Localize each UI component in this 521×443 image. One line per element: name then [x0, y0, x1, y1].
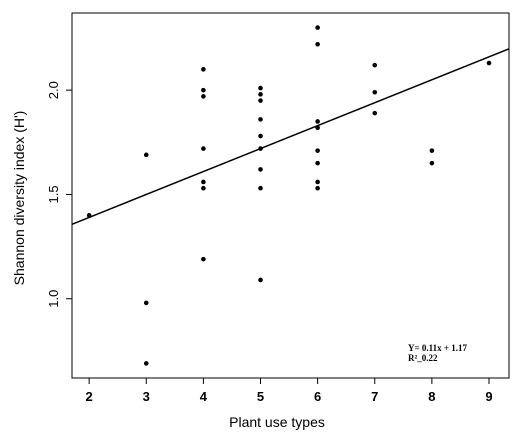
data-point — [258, 146, 263, 151]
x-tick-label: 8 — [428, 389, 435, 404]
data-point — [201, 87, 206, 93]
y-tick-label: 1.5 — [46, 185, 61, 203]
data-point — [429, 148, 435, 153]
x-tick-label: 5 — [257, 389, 264, 404]
x-tick-label: 2 — [86, 389, 93, 404]
data-point — [315, 119, 320, 124]
data-point — [258, 133, 263, 139]
x-tick-label: 7 — [371, 389, 378, 404]
data-point — [315, 41, 320, 47]
data-point — [372, 62, 378, 68]
data-point — [258, 98, 263, 103]
data-point — [201, 146, 206, 151]
data-point — [315, 125, 320, 131]
data-point — [372, 110, 378, 116]
data-point — [143, 152, 149, 158]
data-point — [143, 361, 149, 366]
y-tick-label: 1.0 — [46, 290, 61, 308]
x-axis: 2 3 4 5 6 7 8 9 — [86, 378, 493, 404]
data-point — [201, 256, 206, 262]
data-point — [258, 277, 263, 283]
y-axis: 1.0 1.5 2.0 — [46, 81, 72, 308]
data-point — [486, 60, 492, 66]
data-point — [258, 92, 263, 97]
x-tick-label: 3 — [143, 389, 150, 404]
regression-equation: Y= 0.11x + 1.17 — [408, 343, 468, 353]
data-point — [201, 67, 206, 72]
regression-line — [71, 48, 510, 225]
data-point — [429, 160, 435, 166]
x-axis-title: Plant use types — [229, 414, 325, 430]
x-tick-label: 4 — [200, 389, 208, 404]
data-point — [86, 213, 92, 218]
data-point — [258, 167, 263, 172]
data-points — [86, 25, 492, 366]
data-point — [315, 185, 320, 191]
plot-frame — [71, 12, 510, 379]
regression-line-group — [71, 48, 510, 225]
data-point — [143, 300, 149, 306]
data-point — [315, 148, 320, 153]
data-point — [201, 179, 206, 185]
x-tick-label: 6 — [314, 389, 321, 404]
data-point — [258, 185, 263, 191]
data-point — [201, 185, 206, 191]
data-point — [315, 179, 320, 185]
data-point — [315, 160, 320, 166]
r-squared-label: R²_0.22 — [408, 353, 438, 363]
data-point — [201, 94, 206, 99]
y-axis-title: Shannon diversity index (H') — [11, 111, 27, 286]
data-point — [315, 25, 320, 30]
y-tick-label: 2.0 — [46, 81, 61, 99]
data-point — [258, 85, 263, 91]
data-point — [258, 117, 263, 122]
x-tick-label: 9 — [485, 389, 492, 404]
data-point — [372, 89, 378, 95]
